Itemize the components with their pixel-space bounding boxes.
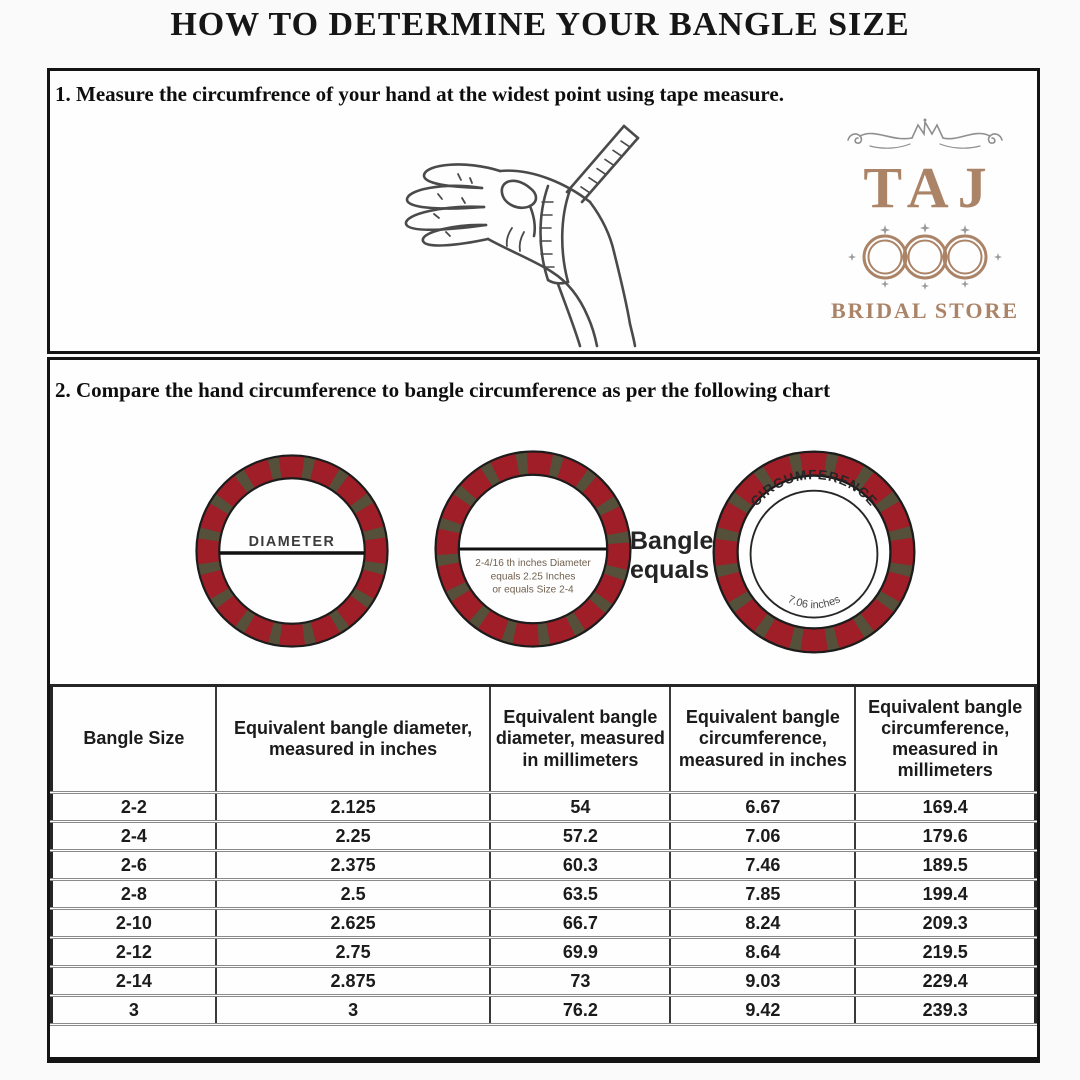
cell-bangle-size: 2-6	[50, 849, 217, 881]
bangle-equals-label: Bangle equals	[630, 527, 714, 584]
cell-circumference-inches: 7.46	[669, 849, 857, 881]
header-circumference-mm: Equivalent bangle circumference, measure…	[854, 684, 1037, 794]
header-circumference-inches: Equivalent bangle circumference, measure…	[669, 684, 857, 794]
table-row: 2-4 2.25 57.2 7.06 179.6	[50, 820, 1037, 852]
cell-bangle-size: 2-10	[50, 907, 217, 939]
cell-bangle-size: 2-4	[50, 820, 217, 852]
header-bangle-size: Bangle Size	[50, 684, 217, 794]
cell-diameter-inches: 2.375	[214, 849, 492, 881]
cell-diameter-inches: 2.875	[214, 965, 492, 997]
cell-circumference-inches: 8.24	[669, 907, 857, 939]
diameter-label: DIAMETER	[249, 534, 336, 550]
table-row: 3 3 76.2 9.42 239.3	[50, 994, 1037, 1026]
example-note-line1: 2-4/16 th inches Diameter	[475, 558, 591, 569]
svg-text:7.06 inches: 7.06 inches	[786, 593, 843, 611]
cell-circumference-mm: 229.4	[854, 965, 1037, 997]
cell-circumference-inches: 9.42	[669, 994, 857, 1026]
cell-circumference-mm: 179.6	[854, 820, 1037, 852]
cell-circumference-mm: 199.4	[854, 878, 1037, 910]
cell-diameter-mm: 76.2	[489, 994, 672, 1026]
cell-diameter-inches: 2.625	[214, 907, 492, 939]
cell-diameter-inches: 2.75	[214, 936, 492, 968]
cell-diameter-inches: 3	[214, 994, 492, 1026]
cell-diameter-inches: 2.25	[214, 820, 492, 852]
table-row: 2-2 2.125 54 6.67 169.4	[50, 791, 1037, 823]
example-note-line2: equals 2.25 Inches	[491, 571, 576, 582]
logo-flourish-icon	[847, 118, 1003, 149]
circumference-ring-diagram: CIRCUMFERENCE 7.06 inches	[712, 450, 916, 654]
header-diameter-inches: Equivalent bangle diameter, measured in …	[214, 684, 492, 794]
logo-brand-name: TAJ	[863, 155, 996, 220]
example-note-line3: or equals Size 2-4	[492, 584, 574, 595]
cell-diameter-mm: 60.3	[489, 849, 672, 881]
cell-diameter-inches: 2.125	[214, 791, 492, 823]
logo-tagline: BRIDAL STORE	[830, 298, 1020, 323]
cell-diameter-mm: 63.5	[489, 878, 672, 910]
cell-circumference-mm: 169.4	[854, 791, 1037, 823]
cell-circumference-inches: 6.67	[669, 791, 857, 823]
page-title: HOW TO DETERMINE YOUR BANGLE SIZE	[170, 6, 910, 43]
cell-diameter-mm: 57.2	[489, 820, 672, 852]
cell-diameter-mm: 54	[489, 791, 672, 823]
step1-heading: 1. Measure the circumfrence of your hand…	[55, 82, 784, 106]
cell-bangle-size: 2-12	[50, 936, 217, 968]
table-row: 2-8 2.5 63.5 7.85 199.4	[50, 878, 1037, 910]
diameter-ring-diagram: DIAMETER	[195, 454, 389, 648]
cell-diameter-mm: 66.7	[489, 907, 672, 939]
cell-circumference-mm: 219.5	[854, 936, 1037, 968]
example-ring-diagram: 2-4/16 th inches Diameter equals 2.25 In…	[434, 450, 632, 648]
cell-diameter-mm: 73	[489, 965, 672, 997]
cell-circumference-mm: 189.5	[854, 849, 1037, 881]
cell-bangle-size: 2-14	[50, 965, 217, 997]
cell-circumference-inches: 9.03	[669, 965, 857, 997]
cell-diameter-inches: 2.5	[214, 878, 492, 910]
table-row: 2-10 2.625 66.7 8.24 209.3	[50, 907, 1037, 939]
logo-rings-icon	[848, 223, 1002, 290]
cell-circumference-mm: 209.3	[854, 907, 1037, 939]
cell-circumference-mm: 239.3	[854, 994, 1037, 1026]
cell-bangle-size: 2-2	[50, 791, 217, 823]
table-row: 2-6 2.375 60.3 7.46 189.5	[50, 849, 1037, 881]
bangle-size-table: Bangle Size Equivalent bangle diameter, …	[50, 684, 1037, 1026]
step1-box	[47, 68, 1040, 354]
cell-circumference-inches: 7.06	[669, 820, 857, 852]
size-table-body: 2-2 2.125 54 6.67 169.4 2-4 2.25 57.2 7.…	[50, 791, 1037, 1026]
cell-diameter-mm: 69.9	[489, 936, 672, 968]
table-row: 2-12 2.75 69.9 8.64 219.5	[50, 936, 1037, 968]
table-row: 2-14 2.875 73 9.03 229.4	[50, 965, 1037, 997]
cell-circumference-inches: 8.64	[669, 936, 857, 968]
header-diameter-mm: Equivalent bangle diameter, measured in …	[489, 684, 672, 794]
brand-logo: TAJ BRIDAL STORE	[823, 116, 1027, 324]
circumference-value: 7.06 inches	[786, 593, 843, 611]
cell-bangle-size: 2-8	[50, 878, 217, 910]
cell-bangle-size: 3	[50, 994, 217, 1026]
cell-circumference-inches: 7.85	[669, 878, 857, 910]
step2-heading: 2. Compare the hand circumference to ban…	[55, 378, 831, 402]
hand-measure-illustration	[404, 124, 640, 348]
table-header-row: Bangle Size Equivalent bangle diameter, …	[50, 684, 1037, 794]
